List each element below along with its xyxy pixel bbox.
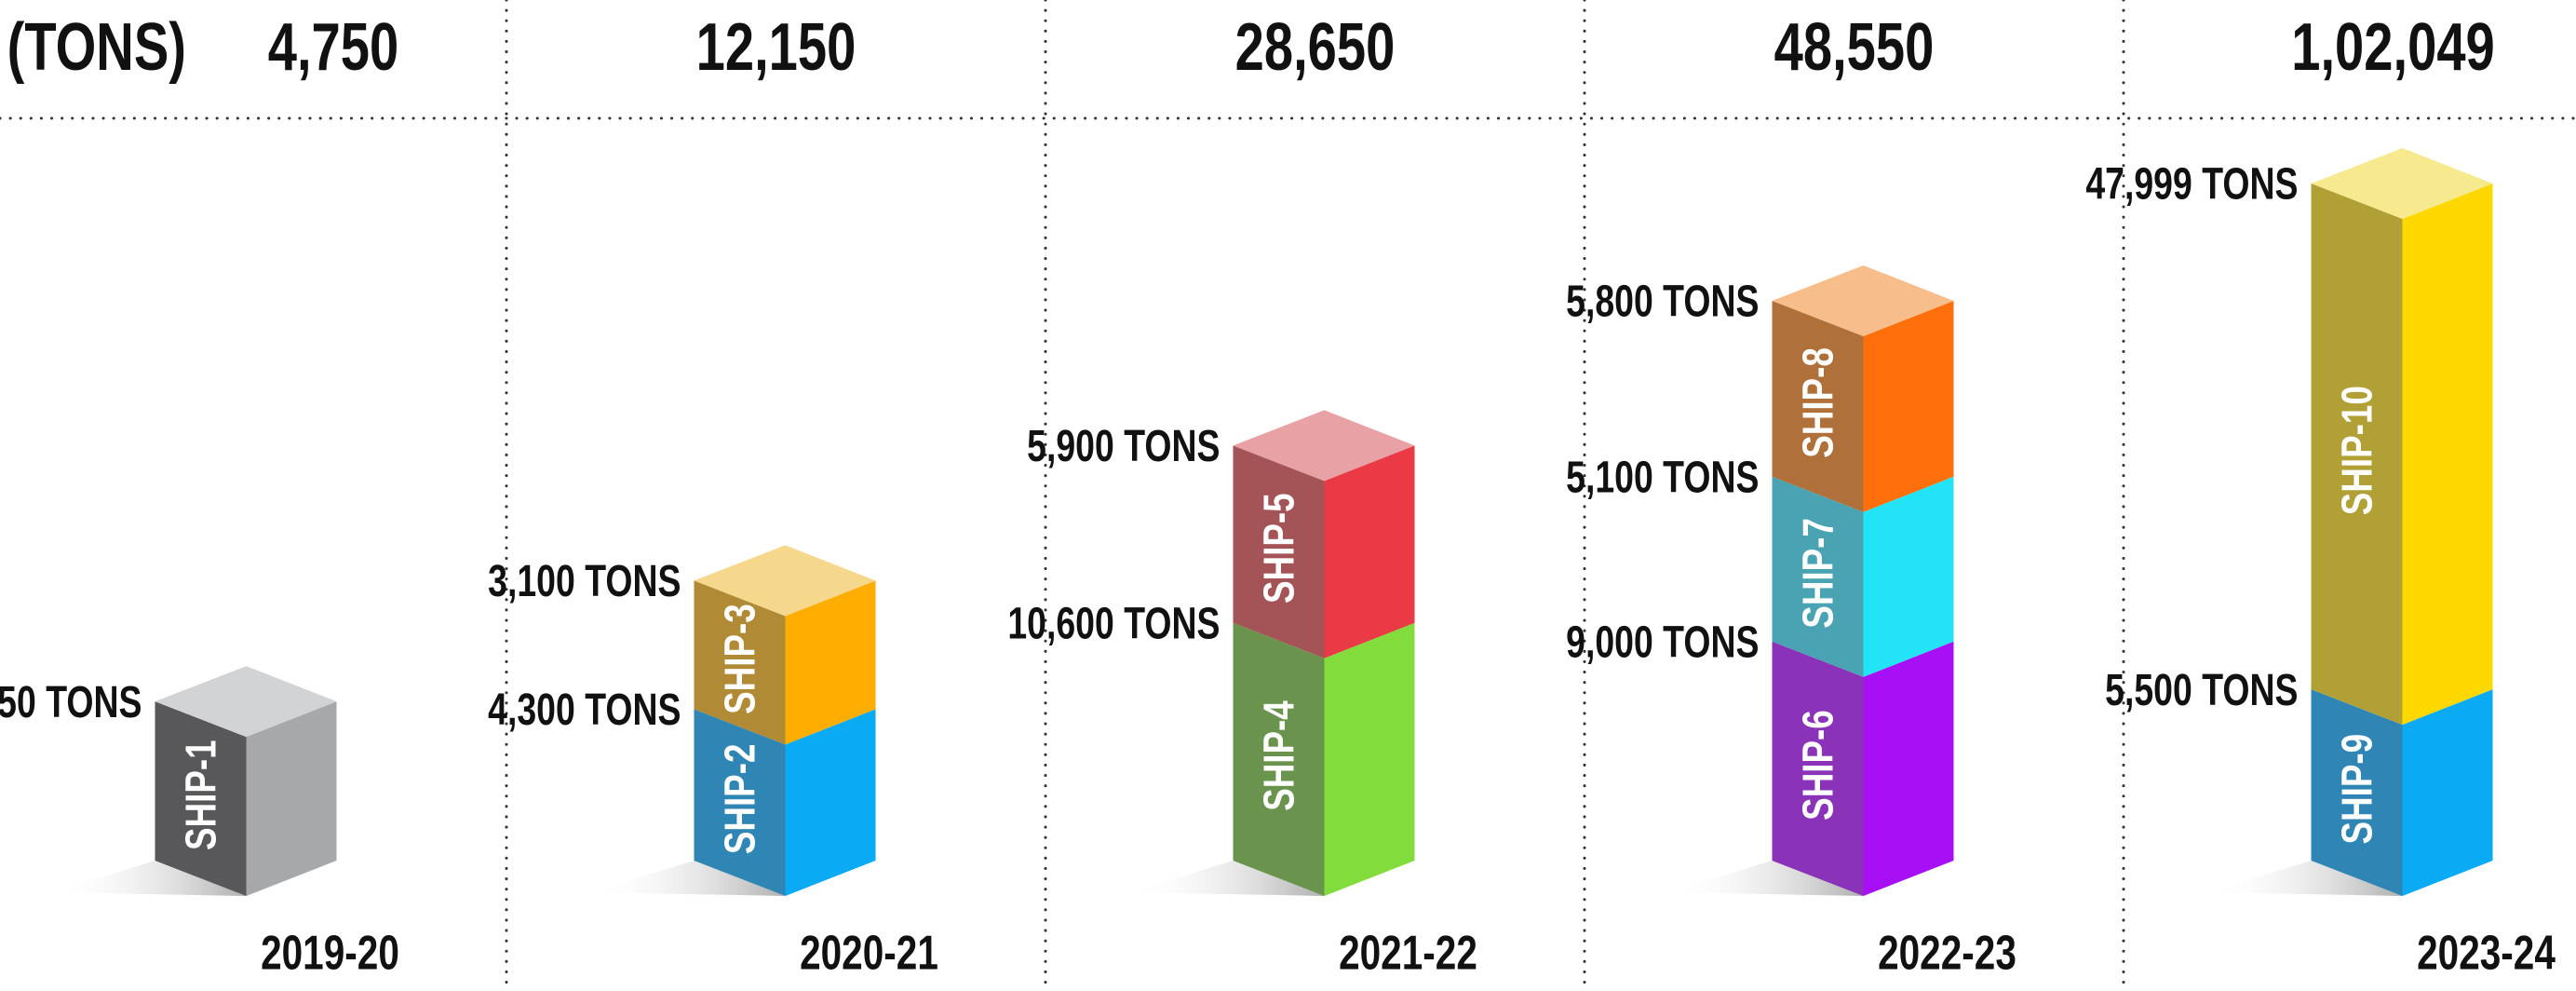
bar-shadow <box>1130 861 1325 896</box>
bar-side <box>1233 445 1325 658</box>
bar-front <box>785 580 876 745</box>
bar-side <box>1772 476 1864 677</box>
bar-front <box>1324 622 1415 896</box>
x-tick-label: 2019-20 <box>261 926 399 980</box>
value-label: 4,300 TONS <box>488 686 681 736</box>
bar-top <box>1233 410 1415 482</box>
bar-side <box>2311 689 2403 896</box>
bar-front <box>2402 183 2493 726</box>
total-label: 48,550 <box>1774 9 1935 84</box>
value-label: 5,800 TONS <box>1566 277 1759 327</box>
value-label: 47,999 TONS <box>2085 159 2298 210</box>
total-label: 4,750 <box>268 9 398 84</box>
value-label: 5,500 TONS <box>2105 665 2298 715</box>
value-label: 9,000 TONS <box>1566 618 1759 668</box>
segment-name: SHIP-3 <box>716 604 764 714</box>
bar-front <box>1324 445 1415 658</box>
segment-name: SHIP-4 <box>1255 700 1303 811</box>
bar-shadow <box>591 861 786 896</box>
bar-front <box>2402 689 2493 896</box>
bar-shadow <box>1669 861 1864 896</box>
segment-name: SHIP-2 <box>716 744 764 855</box>
x-tick-label: 2020-21 <box>800 926 938 980</box>
x-tick-label: 2022-23 <box>1878 926 2016 980</box>
total-label: 12,150 <box>696 9 856 84</box>
bar-front <box>1863 476 1954 677</box>
bar-side <box>2311 183 2403 726</box>
segment-name: SHIP-9 <box>2333 734 2381 845</box>
bar-side <box>1772 300 1864 512</box>
bar-front <box>785 709 876 896</box>
value-label: 4,750 TONS <box>0 677 142 727</box>
bar-front <box>1863 641 1954 896</box>
value-label: 5,100 TONS <box>1566 453 1759 503</box>
bar-side <box>1233 622 1325 896</box>
bar-side <box>1772 641 1864 896</box>
segment-name: SHIP-5 <box>1255 493 1303 604</box>
bar-front <box>1863 300 1954 512</box>
x-tick-label: 2023-24 <box>2417 926 2556 980</box>
bar-top <box>1772 265 1954 336</box>
bar-side <box>694 709 786 896</box>
bar-top <box>155 666 337 738</box>
bar-front <box>246 701 337 896</box>
x-tick-label: 2021-22 <box>1339 926 1477 980</box>
total-label: 28,650 <box>1235 9 1396 84</box>
segment-name: SHIP-7 <box>1794 518 1842 629</box>
bar-top <box>2311 148 2493 219</box>
value-label: 3,100 TONS <box>488 557 681 607</box>
segment-name: SHIP-10 <box>2333 386 2381 515</box>
segment-name: SHIP-6 <box>1794 710 1842 821</box>
header-label: Y (TONS) <box>0 9 186 84</box>
bar-shadow <box>52 861 247 896</box>
bar-shadow <box>2208 861 2403 896</box>
segment-name: SHIP-8 <box>1794 347 1842 458</box>
bar-side <box>155 701 247 896</box>
bar-side <box>694 580 786 745</box>
total-label: 1,02,049 <box>2291 9 2495 84</box>
value-label: 10,600 TONS <box>1007 599 1220 649</box>
value-label: 5,900 TONS <box>1027 422 1220 472</box>
bar-top <box>694 545 876 617</box>
segment-name: SHIP-1 <box>177 740 225 850</box>
